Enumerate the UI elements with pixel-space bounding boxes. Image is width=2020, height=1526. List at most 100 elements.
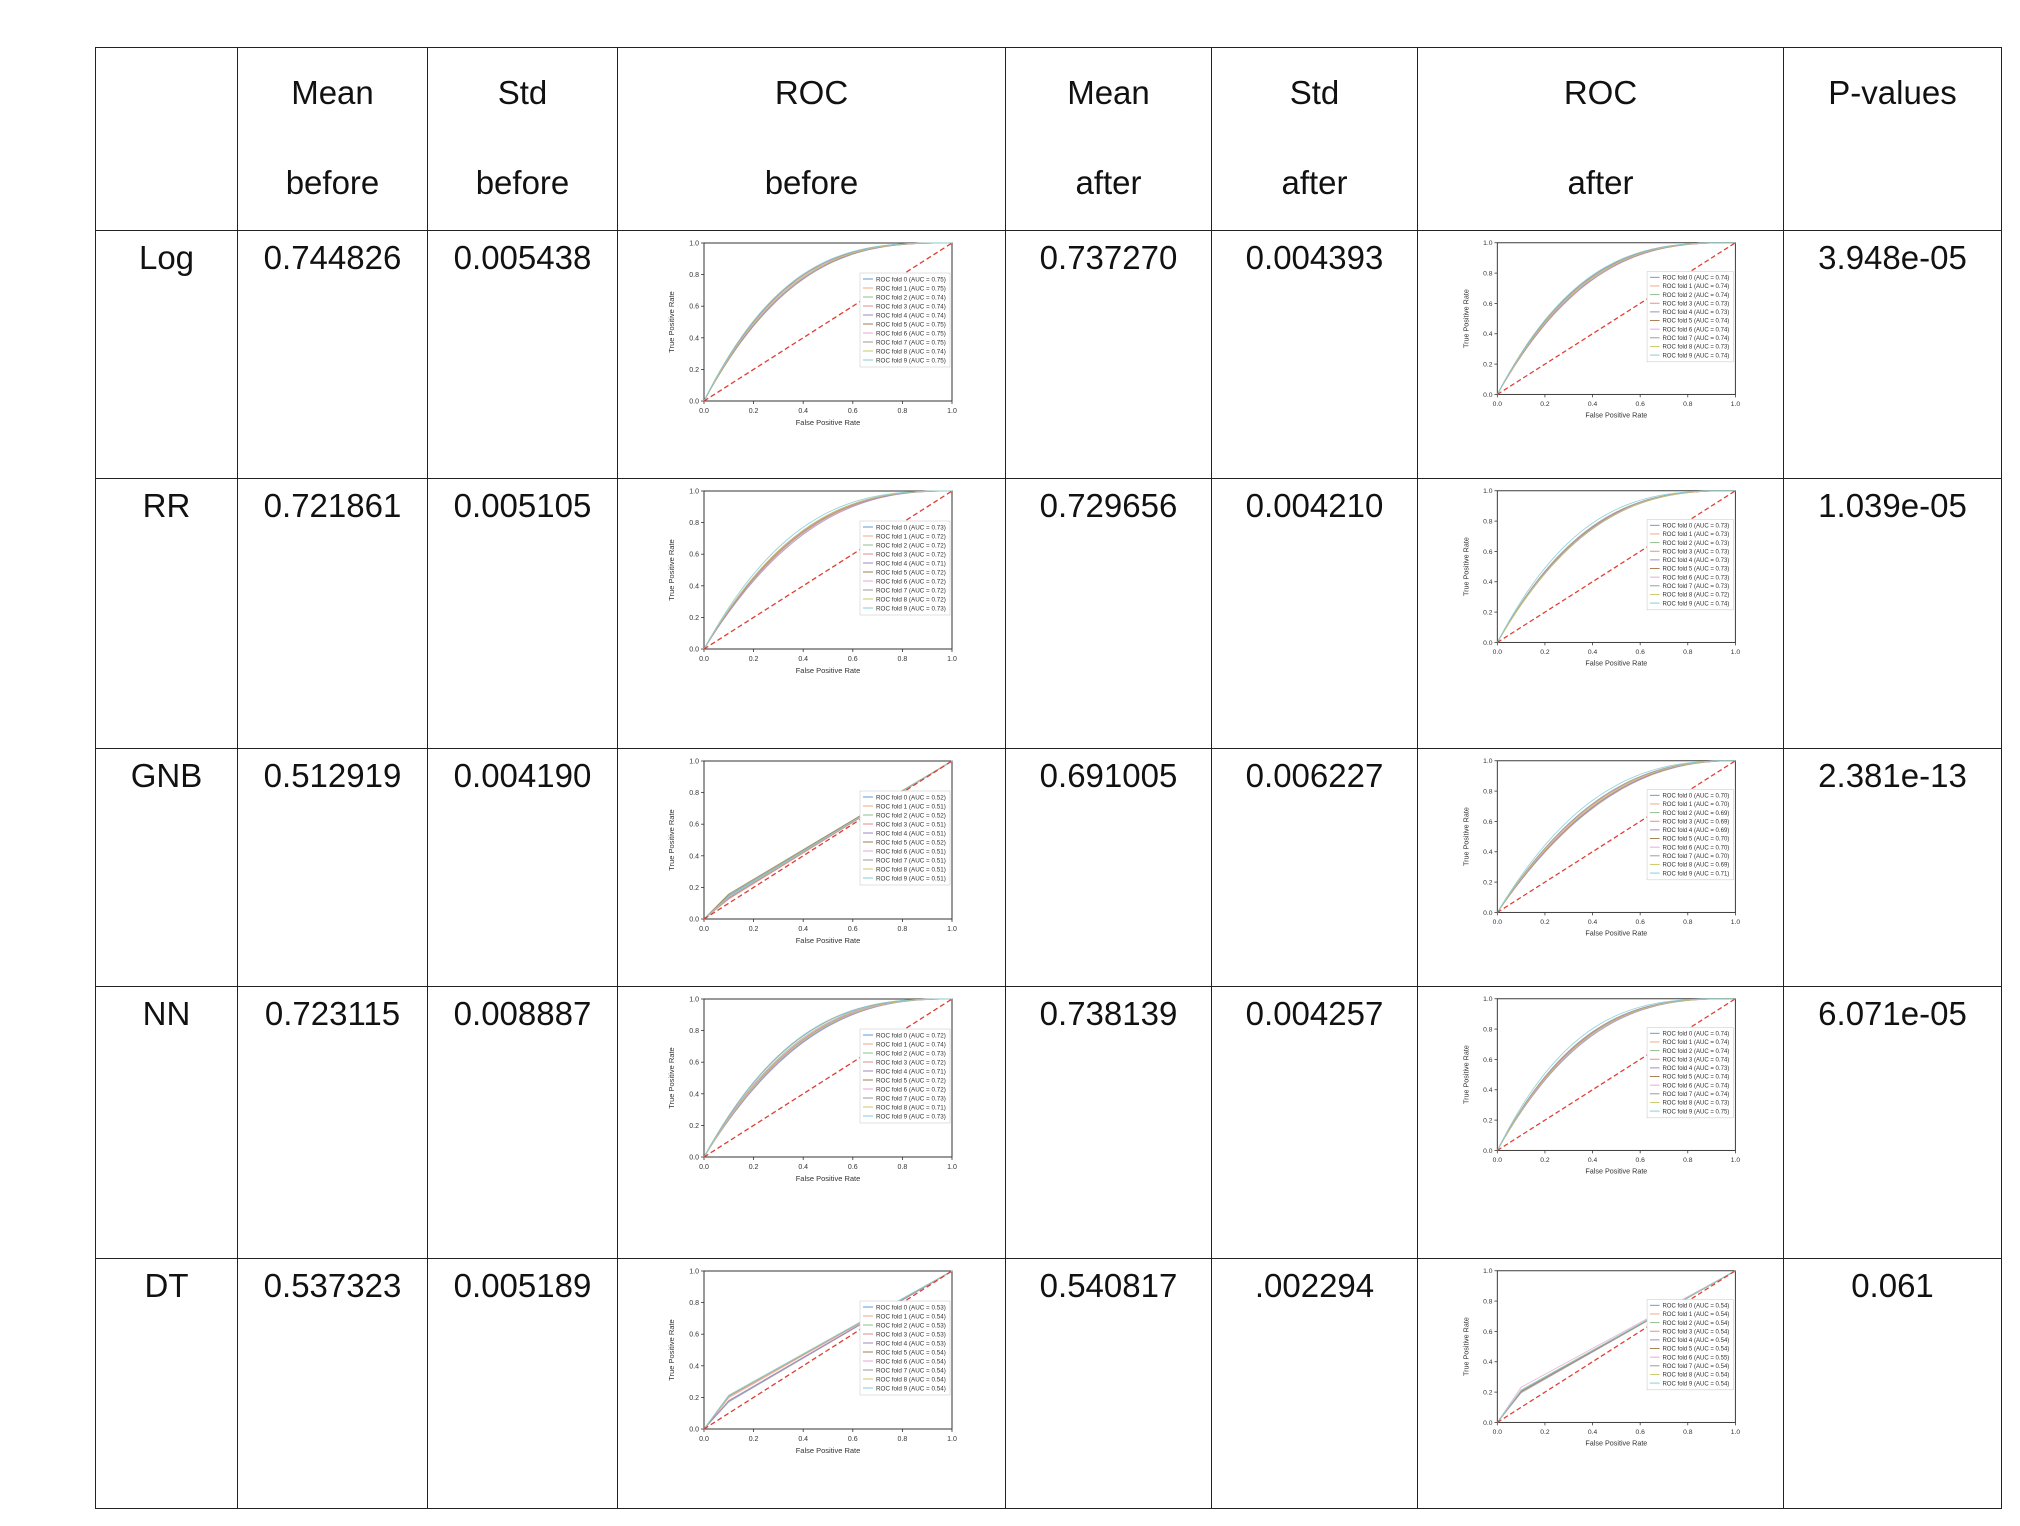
roc-fold-curve bbox=[1496, 242, 1735, 395]
y-axis-label: True Positive Rate bbox=[1461, 807, 1470, 866]
x-tick-label: 0.6 bbox=[847, 926, 857, 933]
mean-after-cell: 0.737270 bbox=[1005, 230, 1212, 479]
std-before-cell: 0.004190 bbox=[427, 748, 618, 987]
legend-entry: ROC fold 4 (AUC = 0.71) bbox=[876, 560, 946, 567]
legend-entry: ROC fold 0 (AUC = 0.53) bbox=[876, 1304, 946, 1311]
y-tick-label: 0.6 bbox=[1483, 819, 1493, 826]
std-before-cell: 0.005189 bbox=[427, 1258, 618, 1509]
legend-entry: ROC fold 2 (AUC = 0.74) bbox=[1662, 293, 1729, 299]
legend-box bbox=[1646, 789, 1734, 881]
y-tick-label: 1.0 bbox=[689, 759, 699, 766]
legend-entry: ROC fold 1 (AUC = 0.54) bbox=[876, 1313, 946, 1320]
legend-entry: ROC fold 7 (AUC = 0.74) bbox=[1662, 1092, 1729, 1098]
x-tick-label: 1.0 bbox=[1730, 1157, 1740, 1164]
x-axis-label: False Positive Rate bbox=[1585, 1438, 1647, 1447]
roc-after-cell: 0.0 0.0 0.2 0.2 0.4 0.4 0.6 0.6 0.8 0.8 1.0 1.0 Fals… bbox=[1417, 1258, 1784, 1509]
y-axis-label: True Positive Rate bbox=[667, 809, 676, 870]
pvalue-cell: 6.071e-05 bbox=[1783, 986, 2002, 1259]
legend-entry: ROC fold 4 (AUC = 0.71) bbox=[876, 1068, 946, 1075]
legend-entry: ROC fold 0 (AUC = 0.74) bbox=[1662, 1032, 1729, 1038]
legend-entry: ROC fold 7 (AUC = 0.74) bbox=[1662, 336, 1729, 342]
x-axis-label: False Positive Rate bbox=[795, 1174, 860, 1183]
legend-entry: ROC fold 9 (AUC = 0.75) bbox=[876, 357, 946, 364]
legend-entry: ROC fold 6 (AUC = 0.74) bbox=[1662, 1083, 1729, 1089]
x-tick-label: 0.4 bbox=[1587, 919, 1597, 926]
legend-entry: ROC fold 2 (AUC = 0.72) bbox=[876, 542, 946, 549]
x-tick-label: 0.8 bbox=[897, 408, 907, 415]
y-tick-label: 0.4 bbox=[1483, 849, 1493, 856]
legend-entry: ROC fold 0 (AUC = 0.54) bbox=[1662, 1304, 1729, 1310]
legend-entry: ROC fold 9 (AUC = 0.54) bbox=[1662, 1381, 1729, 1387]
legend-box bbox=[1646, 1027, 1734, 1119]
model-cell: NN bbox=[95, 986, 238, 1259]
legend-entry: ROC fold 4 (AUC = 0.73) bbox=[1662, 558, 1729, 564]
legend-box bbox=[1646, 271, 1734, 363]
y-tick-label: 0.4 bbox=[689, 583, 699, 590]
legend-entry: ROC fold 5 (AUC = 0.74) bbox=[1662, 1075, 1729, 1081]
roc-fold-curve bbox=[1496, 760, 1735, 913]
x-tick-label: 0.2 bbox=[1540, 401, 1550, 408]
mean-after-cell: 0.729656 bbox=[1005, 478, 1212, 749]
legend-entry: ROC fold 9 (AUC = 0.74) bbox=[1662, 353, 1729, 359]
x-axis-label: False Positive Rate bbox=[1585, 928, 1647, 937]
x-tick-label: 1.0 bbox=[947, 656, 957, 663]
x-axis-label: False Positive Rate bbox=[795, 1446, 860, 1455]
y-tick-label: 0.2 bbox=[1483, 1390, 1493, 1397]
chance-line bbox=[1496, 998, 1736, 1151]
legend-entry: ROC fold 7 (AUC = 0.54) bbox=[1662, 1364, 1729, 1370]
table-row: DT 0.537323 0.005189 0.0 0.0 0.2 0.2 0.4 0.4 0.6 0… bbox=[95, 1258, 2002, 1509]
x-tick-label: 0.0 bbox=[1492, 1429, 1502, 1436]
chance-line bbox=[703, 998, 952, 1158]
x-tick-label: 0.4 bbox=[1587, 1429, 1597, 1436]
std-before-cell: 0.008887 bbox=[427, 986, 618, 1259]
pvalue-cell: 2.381e-13 bbox=[1783, 748, 2002, 987]
std-after-cell: 0.004257 bbox=[1211, 986, 1418, 1259]
legend-entry: ROC fold 8 (AUC = 0.73) bbox=[1662, 1101, 1729, 1107]
legend-entry: ROC fold 6 (AUC = 0.72) bbox=[876, 1086, 946, 1093]
x-tick-label: 0.4 bbox=[798, 1164, 808, 1171]
y-tick-label: 0.4 bbox=[689, 1091, 699, 1098]
legend-box bbox=[859, 790, 950, 886]
x-tick-label: 0.8 bbox=[1683, 1429, 1693, 1436]
header-empty bbox=[95, 47, 238, 231]
y-axis-label: True Positive Rate bbox=[667, 291, 676, 352]
y-tick-label: 0.2 bbox=[1483, 1118, 1493, 1125]
model-cell: Log bbox=[95, 230, 238, 479]
x-tick-label: 0.2 bbox=[1540, 1429, 1550, 1436]
x-tick-label: 0.0 bbox=[1492, 401, 1502, 408]
x-tick-label: 0.6 bbox=[847, 1436, 857, 1443]
y-tick-label: 0.6 bbox=[689, 1332, 699, 1339]
y-axis-label: True Positive Rate bbox=[1461, 537, 1470, 596]
results-table: Mean before Std before ROC before Mean after… bbox=[95, 47, 2002, 1509]
legend-entry: ROC fold 8 (AUC = 0.73) bbox=[1662, 345, 1729, 351]
y-tick-label: 0.0 bbox=[689, 399, 699, 406]
legend-entry: ROC fold 8 (AUC = 0.72) bbox=[876, 596, 946, 603]
x-tick-label: 1.0 bbox=[1730, 919, 1740, 926]
y-tick-label: 0.4 bbox=[689, 335, 699, 342]
x-tick-label: 0.4 bbox=[798, 408, 808, 415]
legend-entry: ROC fold 5 (AUC = 0.70) bbox=[1662, 837, 1729, 843]
y-tick-label: 1.0 bbox=[1483, 488, 1493, 495]
y-tick-label: 0.8 bbox=[689, 790, 699, 797]
legend-entry: ROC fold 4 (AUC = 0.51) bbox=[876, 830, 946, 837]
y-tick-label: 0.4 bbox=[1483, 331, 1493, 338]
y-tick-label: 0.6 bbox=[1483, 301, 1493, 308]
legend-entry: ROC fold 3 (AUC = 0.74) bbox=[876, 303, 946, 310]
x-tick-label: 0.4 bbox=[798, 1436, 808, 1443]
mean-after-cell: 0.691005 bbox=[1005, 748, 1212, 987]
mean-before-cell: 0.723115 bbox=[237, 986, 428, 1259]
legend-box bbox=[859, 272, 950, 368]
roc-after-cell: 0.0 0.0 0.2 0.2 0.4 0.4 0.6 0.6 0.8 0.8 1.0 1.0 Fals… bbox=[1417, 230, 1784, 479]
header-std-after: Std after bbox=[1211, 47, 1418, 231]
header-roc-after: ROC after bbox=[1417, 47, 1784, 231]
y-tick-label: 0.0 bbox=[689, 1427, 699, 1434]
x-tick-label: 0.0 bbox=[1492, 919, 1502, 926]
legend-entry: ROC fold 7 (AUC = 0.73) bbox=[876, 1095, 946, 1102]
legend-entry: ROC fold 0 (AUC = 0.72) bbox=[876, 1032, 946, 1039]
y-tick-label: 1.0 bbox=[1483, 240, 1493, 247]
legend-entry: ROC fold 7 (AUC = 0.72) bbox=[876, 587, 946, 594]
roc-chart: 0.00.00.20.20.40.40.60.60.80.81.01.0Fals… bbox=[1461, 488, 1740, 667]
x-tick-label: 1.0 bbox=[1730, 1429, 1740, 1436]
x-tick-label: 0.0 bbox=[1492, 649, 1502, 656]
roc-chart: 0.00.00.20.20.40.40.60.60.80.81.01.0Fals… bbox=[667, 759, 957, 946]
